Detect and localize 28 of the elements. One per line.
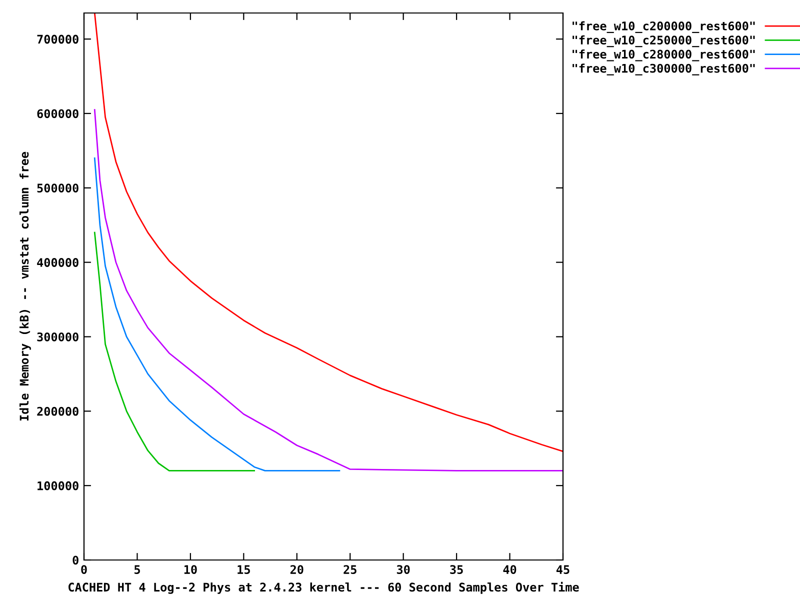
y-tick-label: 600000 — [37, 109, 78, 118]
y-tick-label: 700000 — [37, 34, 78, 44]
y-axis-title: Idle Memory (kB) -- vmstat column free — [20, 152, 31, 421]
legend-label: "free_w10_c200000_rest600" — [572, 21, 755, 34]
x-tick-label: 45 — [556, 565, 570, 574]
line-series — [94, 109, 563, 472]
x-tick-label: 10 — [184, 565, 197, 574]
x-tick-label: 25 — [344, 565, 356, 574]
x-tick-label: 40 — [503, 565, 516, 574]
line-series — [94, 13, 563, 452]
y-tick-label: 100000 — [38, 481, 78, 490]
x-axis-title: CACHED HT 4 Log--2 Phys at 2.4.23 kernel --- 60 Second Samples Over Time — [68, 582, 579, 594]
y-tick-label: 0 — [72, 556, 78, 565]
line-series — [94, 157, 340, 472]
legend-label: "free_w10_c280000_rest600" — [572, 49, 755, 62]
x-tick-label: 15 — [238, 565, 250, 574]
x-tick-label: 0 — [81, 565, 87, 574]
x-tick-label: 5 — [134, 565, 140, 574]
line-series — [94, 232, 256, 472]
y-tick-label: 400000 — [37, 258, 78, 267]
y-tick-label: 200000 — [37, 406, 78, 416]
y-tick-label: 500000 — [37, 184, 78, 193]
x-tick-label: 35 — [450, 565, 463, 574]
legend-label: "free_w10_c300000_rest600" — [572, 64, 755, 76]
x-tick-label: 20 — [290, 565, 304, 574]
x-tick-label: 30 — [396, 565, 410, 574]
y-tick-label: 300000 — [37, 332, 78, 342]
legend-label: "free_w10_c250000_rest600" — [572, 35, 755, 48]
